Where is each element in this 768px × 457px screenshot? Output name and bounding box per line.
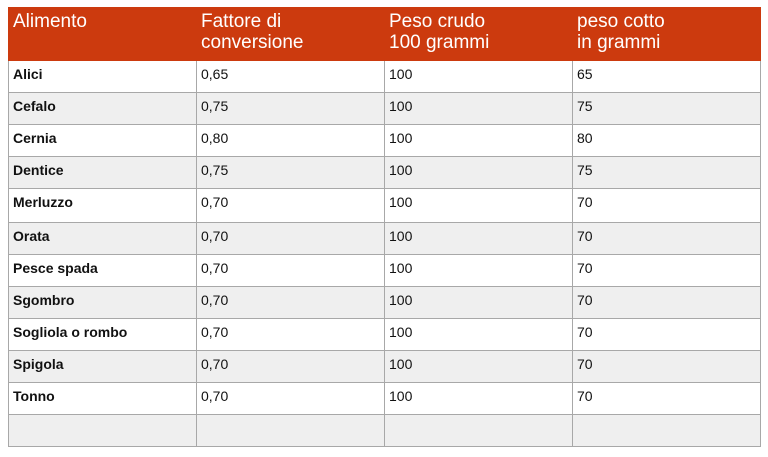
cooked-weight-cell: 70 bbox=[572, 382, 761, 415]
raw-weight-cell: 100 bbox=[384, 254, 573, 287]
table-row: Orata 0,70 100 70 bbox=[8, 222, 761, 255]
cooked-weight-cell: 70 bbox=[572, 350, 761, 383]
cooked-weight-cell bbox=[572, 414, 761, 447]
food-name-cell: Tonno bbox=[8, 382, 197, 415]
header-peso-cotto: peso cotto in grammi bbox=[572, 7, 761, 61]
food-name-cell: Sogliola o rombo bbox=[8, 318, 197, 351]
food-name-cell: Pesce spada bbox=[8, 254, 197, 287]
food-name-cell: Spigola bbox=[8, 350, 197, 383]
conversion-table: Alimento Fattore di conversione Peso crud… bbox=[8, 7, 761, 447]
table-row: Sgombro 0,70 100 70 bbox=[8, 286, 761, 319]
factor-cell: 0,70 bbox=[196, 350, 385, 383]
food-name-cell: Dentice bbox=[8, 156, 197, 189]
header-row: Alimento Fattore di conversione Peso crud… bbox=[8, 7, 761, 61]
header-line: Fattore di bbox=[201, 11, 282, 32]
factor-cell: 0,65 bbox=[196, 60, 385, 93]
table-row: Sogliola o rombo 0,70 100 70 bbox=[8, 318, 761, 351]
cooked-weight-cell: 75 bbox=[572, 156, 761, 189]
food-name-cell bbox=[8, 414, 197, 447]
cooked-weight-cell: 70 bbox=[572, 286, 761, 319]
raw-weight-cell: 100 bbox=[384, 124, 573, 157]
header-line: peso cotto bbox=[577, 11, 665, 32]
food-name-cell: Sgombro bbox=[8, 286, 197, 319]
cooked-weight-cell: 75 bbox=[572, 92, 761, 125]
header-line: in grammi bbox=[577, 32, 661, 53]
header-line: 100 grammi bbox=[389, 32, 490, 53]
header-line: Peso crudo bbox=[389, 11, 486, 32]
header-line: conversione bbox=[201, 32, 304, 53]
table-row: Cernia 0,80 100 80 bbox=[8, 124, 761, 157]
food-name-cell: Orata bbox=[8, 222, 197, 255]
factor-cell: 0,70 bbox=[196, 188, 385, 223]
table-row bbox=[8, 414, 761, 447]
raw-weight-cell: 100 bbox=[384, 318, 573, 351]
header-line: Alimento bbox=[13, 11, 87, 32]
cooked-weight-cell: 70 bbox=[572, 254, 761, 287]
factor-cell: 0,70 bbox=[196, 254, 385, 287]
table-row: Tonno 0,70 100 70 bbox=[8, 382, 761, 415]
header-alimento: Alimento bbox=[8, 7, 197, 61]
cooked-weight-cell: 70 bbox=[572, 188, 761, 223]
table-row: Cefalo 0,75 100 75 bbox=[8, 92, 761, 125]
food-name-cell: Cefalo bbox=[8, 92, 197, 125]
raw-weight-cell bbox=[384, 414, 573, 447]
header-peso-crudo: Peso crudo 100 grammi bbox=[384, 7, 573, 61]
raw-weight-cell: 100 bbox=[384, 188, 573, 223]
raw-weight-cell: 100 bbox=[384, 286, 573, 319]
raw-weight-cell: 100 bbox=[384, 350, 573, 383]
food-name-cell: Merluzzo bbox=[8, 188, 197, 223]
cooked-weight-cell: 80 bbox=[572, 124, 761, 157]
raw-weight-cell: 100 bbox=[384, 382, 573, 415]
food-name-cell: Cernia bbox=[8, 124, 197, 157]
table-row: Dentice 0,75 100 75 bbox=[8, 156, 761, 189]
raw-weight-cell: 100 bbox=[384, 156, 573, 189]
raw-weight-cell: 100 bbox=[384, 60, 573, 93]
factor-cell: 0,70 bbox=[196, 286, 385, 319]
table-row: Spigola 0,70 100 70 bbox=[8, 350, 761, 383]
factor-cell: 0,75 bbox=[196, 156, 385, 189]
cooked-weight-cell: 70 bbox=[572, 318, 761, 351]
factor-cell bbox=[196, 414, 385, 447]
factor-cell: 0,75 bbox=[196, 92, 385, 125]
factor-cell: 0,80 bbox=[196, 124, 385, 157]
table-row: Alici 0,65 100 65 bbox=[8, 60, 761, 93]
table-row: Pesce spada 0,70 100 70 bbox=[8, 254, 761, 287]
cooked-weight-cell: 65 bbox=[572, 60, 761, 93]
food-name-cell: Alici bbox=[8, 60, 197, 93]
factor-cell: 0,70 bbox=[196, 318, 385, 351]
factor-cell: 0,70 bbox=[196, 382, 385, 415]
raw-weight-cell: 100 bbox=[384, 92, 573, 125]
cooked-weight-cell: 70 bbox=[572, 222, 761, 255]
raw-weight-cell: 100 bbox=[384, 222, 573, 255]
header-fattore: Fattore di conversione bbox=[196, 7, 385, 61]
table-row: Merluzzo 0,70 100 70 bbox=[8, 188, 761, 223]
factor-cell: 0,70 bbox=[196, 222, 385, 255]
